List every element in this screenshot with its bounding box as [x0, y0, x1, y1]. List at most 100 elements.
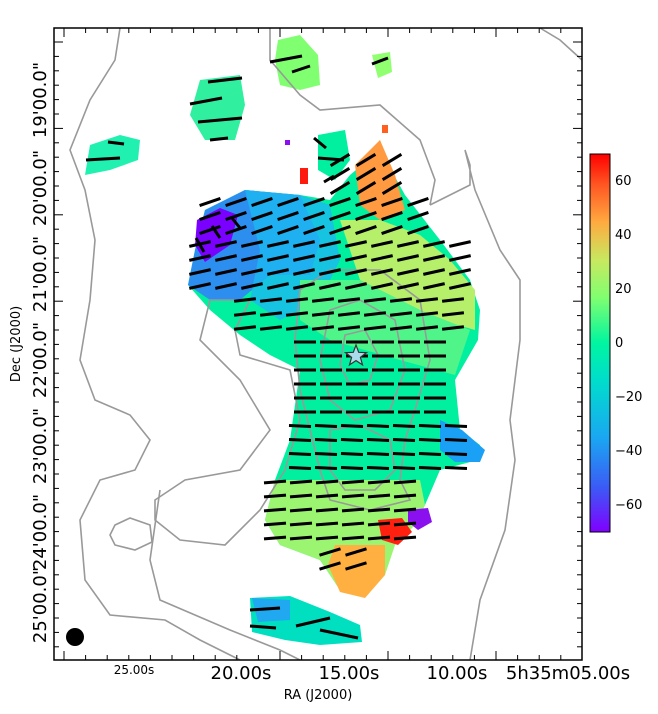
polarization-vector	[367, 493, 391, 499]
polarization-vector	[311, 311, 335, 317]
polarization-vector	[341, 479, 365, 485]
polarization-vector	[367, 535, 391, 541]
patch-red-tiny	[300, 168, 308, 184]
polarization-vector	[289, 479, 313, 485]
polarization-vector	[407, 210, 429, 222]
polarization-vector	[288, 466, 312, 470]
polarization-vector	[366, 466, 390, 470]
polarization-vector	[389, 311, 413, 317]
polarization-vector	[396, 240, 420, 248]
polarization-vector	[314, 438, 338, 442]
polarization-vector	[214, 240, 238, 248]
polarization-vector	[392, 424, 416, 428]
polarization-vector	[393, 535, 417, 541]
polarization-vector	[422, 282, 446, 290]
polarization-vector	[225, 224, 247, 236]
polarization-vector	[209, 136, 229, 142]
polarization-vector	[448, 254, 472, 262]
polarization-vector	[214, 282, 238, 290]
polarization-vector	[329, 167, 351, 181]
polarization-vector	[355, 153, 377, 167]
polarization-vector	[329, 210, 351, 222]
polarization-vector	[363, 325, 387, 331]
polarization-vector	[418, 452, 442, 456]
polarization-vector	[422, 240, 446, 248]
polarization-vector	[315, 521, 339, 527]
polarization-vector	[259, 297, 283, 303]
polarization-vector	[418, 438, 442, 442]
polarization-vector	[441, 297, 465, 303]
polarization-vector	[396, 268, 420, 276]
polarization-vector	[370, 282, 394, 290]
polarization-vector	[422, 254, 446, 262]
polarization-vector	[392, 466, 416, 470]
contour-inner-3	[319, 299, 406, 421]
polarization-vector	[266, 282, 290, 290]
polarization-vector	[392, 452, 416, 456]
polarization-vector	[291, 64, 311, 74]
y-tick-label: 20'00.0"	[30, 150, 51, 226]
colorbar-tick-label: 20	[615, 282, 632, 297]
polarization-vector	[319, 547, 341, 557]
polarization-vector	[311, 297, 335, 303]
polarization-vector	[370, 268, 394, 276]
polarization-vector	[266, 254, 290, 262]
polarization-vector	[197, 116, 243, 124]
polarization-vector	[329, 181, 351, 195]
polarization-vector	[230, 217, 242, 229]
colorbar-ticks: 60 40 20 0 −20 −40 −60	[615, 174, 642, 513]
polarization-vector	[233, 325, 257, 331]
polarization-vector	[266, 240, 290, 248]
polarization-vector	[341, 507, 365, 513]
patch-left	[85, 135, 140, 175]
polarization-vector	[249, 624, 277, 630]
polarization-vector	[251, 210, 273, 222]
polarization-vector	[240, 254, 264, 262]
polarization-vector	[214, 254, 238, 262]
polarization-vector	[389, 297, 413, 303]
polarization-vector	[344, 240, 368, 248]
polarization-vector	[315, 493, 339, 499]
polarization-vector	[392, 438, 416, 442]
patch-top-center	[275, 35, 320, 90]
polarization-vector	[318, 240, 342, 248]
polarization-vector	[355, 167, 377, 181]
polarization-vector	[263, 507, 287, 513]
polarization-vector	[407, 196, 429, 208]
polarization-vector	[355, 224, 377, 236]
x-tick-label: 25.00s	[114, 663, 155, 677]
polarization-vector	[355, 181, 377, 195]
beam-ellipse	[66, 628, 84, 646]
polarization-vector	[289, 535, 313, 541]
x-tick-label: 20.00s	[211, 663, 272, 684]
polarization-vector	[337, 325, 361, 331]
polarization-vector	[277, 196, 299, 208]
contour-bottom	[149, 489, 301, 660]
x-axis-label: RA (J2000)	[284, 688, 353, 703]
polarization-vector	[259, 325, 283, 331]
polarization-vector	[344, 282, 368, 290]
y-tick-label: 25'00.0"	[30, 567, 51, 643]
polarization-vector	[285, 325, 309, 331]
polarization-vector	[371, 56, 389, 66]
x-tick-label: 15.00s	[319, 663, 380, 684]
polarization-vector	[311, 325, 335, 331]
polarization-vector	[292, 282, 316, 290]
polarization-vector	[199, 210, 221, 222]
polarization-vector	[288, 452, 312, 456]
map-lower-orange	[328, 545, 385, 598]
polarization-vector	[340, 424, 364, 428]
polarization-vector	[381, 153, 403, 167]
polarization-vector	[225, 196, 247, 208]
polarization-vector	[448, 240, 472, 248]
patch-top-left	[190, 75, 245, 140]
polarization-vector	[289, 507, 313, 513]
polarization-vector	[345, 561, 367, 571]
x-tick-label: 5h35m05.00s	[506, 663, 630, 684]
polarization-vector	[318, 282, 342, 290]
colorbar-tick-label: 0	[615, 336, 623, 351]
polarization-vector	[289, 521, 313, 527]
polarization-vector	[277, 210, 299, 222]
patch-purple-tiny	[285, 140, 290, 145]
polarization-vector	[341, 521, 365, 527]
